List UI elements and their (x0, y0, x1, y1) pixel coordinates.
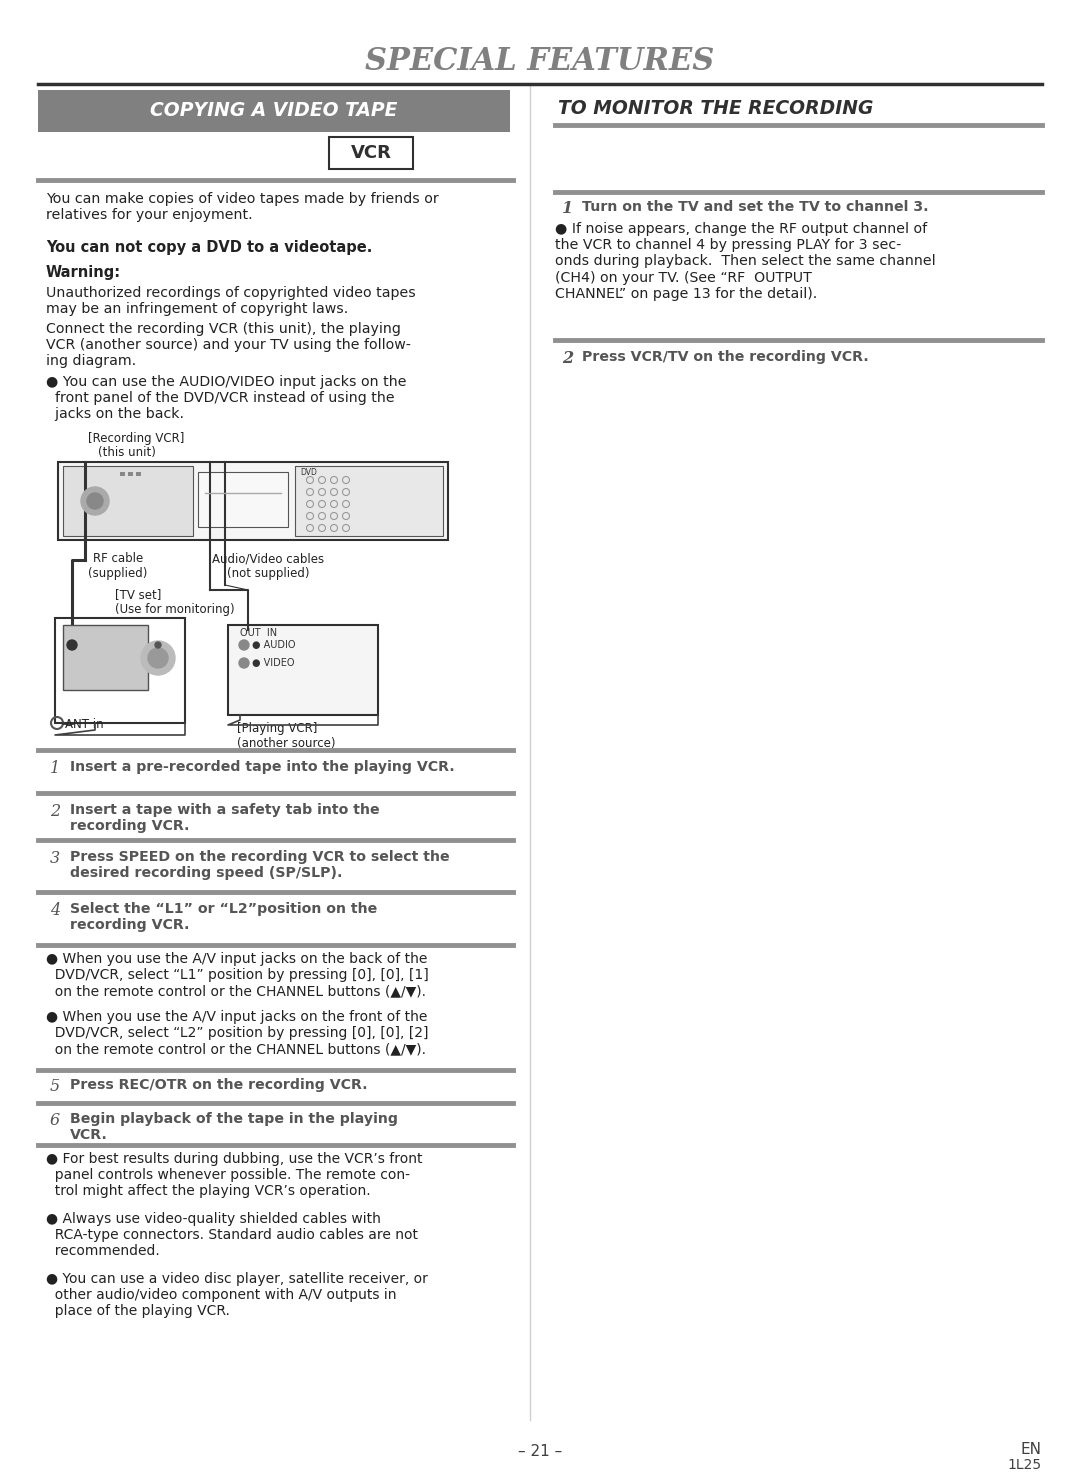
Text: Warning:: Warning: (46, 265, 121, 280)
FancyBboxPatch shape (329, 138, 413, 169)
Text: Begin playback of the tape in the playing
VCR.: Begin playback of the tape in the playin… (70, 1112, 399, 1142)
Text: Press REC/OTR on the recording VCR.: Press REC/OTR on the recording VCR. (70, 1078, 367, 1092)
FancyBboxPatch shape (129, 472, 133, 476)
Circle shape (239, 658, 249, 669)
Text: ● For best results during dubbing, use the VCR’s front
  panel controls whenever: ● For best results during dubbing, use t… (46, 1152, 422, 1198)
FancyBboxPatch shape (198, 472, 288, 527)
Text: 2: 2 (562, 351, 573, 367)
Text: DVD: DVD (300, 467, 316, 478)
Text: Select the “L1” or “L2”position on the
recording VCR.: Select the “L1” or “L2”position on the r… (70, 902, 377, 932)
Text: [TV set]
(Use for monitoring): [TV set] (Use for monitoring) (114, 589, 234, 615)
Text: 6: 6 (50, 1112, 60, 1128)
Text: EN: EN (1021, 1442, 1042, 1457)
Text: – 21 –: – 21 – (518, 1445, 562, 1460)
Text: [Recording VCR]: [Recording VCR] (87, 432, 185, 445)
Text: [Playing VCR]
(another source): [Playing VCR] (another source) (237, 722, 336, 750)
Text: ● When you use the A/V input jacks on the front of the
  DVD/VCR, select “L2” po: ● When you use the A/V input jacks on th… (46, 1010, 429, 1056)
FancyBboxPatch shape (38, 90, 510, 132)
Text: ● If noise appears, change the RF output channel of
the VCR to channel 4 by pres: ● If noise appears, change the RF output… (555, 222, 935, 300)
Text: SPECIAL FEATURES: SPECIAL FEATURES (365, 46, 715, 77)
Circle shape (141, 640, 175, 674)
Text: Connect the recording VCR (this unit), the playing
VCR (another source) and your: Connect the recording VCR (this unit), t… (46, 322, 411, 368)
FancyBboxPatch shape (63, 466, 193, 535)
Text: ● AUDIO: ● AUDIO (252, 640, 296, 649)
Text: You can not copy a DVD to a videotape.: You can not copy a DVD to a videotape. (46, 240, 373, 254)
Circle shape (156, 642, 161, 648)
Text: OUT  IN: OUT IN (240, 629, 278, 637)
Text: ● You can use the AUDIO/VIDEO input jacks on the
  front panel of the DVD/VCR in: ● You can use the AUDIO/VIDEO input jack… (46, 376, 406, 422)
Text: 1: 1 (50, 760, 60, 776)
Circle shape (239, 640, 249, 649)
Circle shape (87, 493, 103, 509)
Text: (this unit): (this unit) (98, 447, 156, 458)
Text: Press VCR/TV on the recording VCR.: Press VCR/TV on the recording VCR. (582, 351, 868, 364)
Text: ● Always use video-quality shielded cables with
  RCA-type connectors. Standard : ● Always use video-quality shielded cabl… (46, 1211, 418, 1259)
Text: Press SPEED on the recording VCR to select the
desired recording speed (SP/SLP).: Press SPEED on the recording VCR to sele… (70, 850, 449, 880)
Text: COPYING A VIDEO TAPE: COPYING A VIDEO TAPE (150, 102, 397, 120)
Text: 1: 1 (562, 200, 573, 217)
Text: VCR: VCR (351, 143, 391, 163)
Text: 5: 5 (50, 1078, 60, 1094)
Text: ● VIDEO: ● VIDEO (252, 658, 295, 669)
Text: 4: 4 (50, 902, 60, 918)
Text: ● When you use the A/V input jacks on the back of the
  DVD/VCR, select “L1” pos: ● When you use the A/V input jacks on th… (46, 952, 429, 998)
Text: Insert a pre-recorded tape into the playing VCR.: Insert a pre-recorded tape into the play… (70, 760, 455, 774)
Text: ● You can use a video disc player, satellite receiver, or
  other audio/video co: ● You can use a video disc player, satel… (46, 1272, 428, 1318)
Text: You can make copies of video tapes made by friends or
relatives for your enjoyme: You can make copies of video tapes made … (46, 192, 438, 222)
Text: Turn on the TV and set the TV to channel 3.: Turn on the TV and set the TV to channel… (582, 200, 929, 214)
Text: Insert a tape with a safety tab into the
recording VCR.: Insert a tape with a safety tab into the… (70, 803, 380, 833)
FancyBboxPatch shape (136, 472, 141, 476)
Circle shape (148, 648, 168, 669)
Text: 1L25: 1L25 (1008, 1458, 1042, 1472)
FancyBboxPatch shape (58, 461, 448, 540)
Text: TO MONITOR THE RECORDING: TO MONITOR THE RECORDING (558, 99, 874, 117)
Text: ANT in: ANT in (65, 717, 104, 731)
FancyBboxPatch shape (228, 626, 378, 714)
Circle shape (67, 640, 77, 649)
Text: 3: 3 (50, 850, 60, 867)
Text: RF cable
(supplied): RF cable (supplied) (89, 552, 148, 580)
FancyBboxPatch shape (63, 626, 148, 691)
FancyBboxPatch shape (120, 472, 125, 476)
Text: 2: 2 (50, 803, 60, 819)
FancyBboxPatch shape (295, 466, 443, 535)
Text: Unauthorized recordings of copyrighted video tapes
may be an infringement of cop: Unauthorized recordings of copyrighted v… (46, 285, 416, 317)
FancyBboxPatch shape (55, 618, 185, 723)
Circle shape (81, 487, 109, 515)
Text: Audio/Video cables
(not supplied): Audio/Video cables (not supplied) (212, 552, 324, 580)
